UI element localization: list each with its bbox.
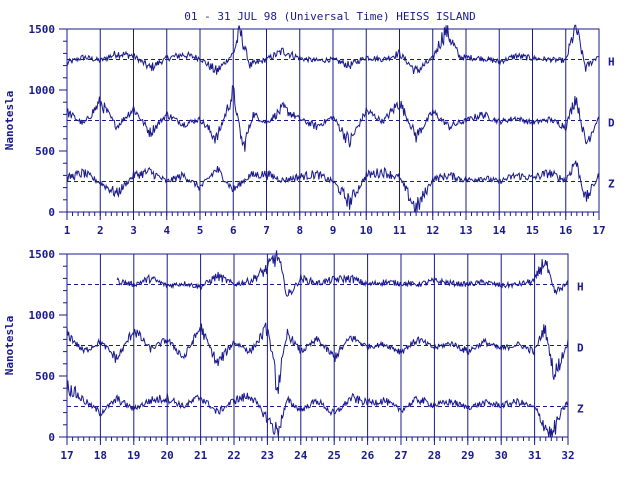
x-tick-label: 17 — [592, 224, 605, 237]
trace-Z — [66, 160, 600, 214]
x-tick-label: 10 — [360, 224, 373, 237]
x-tick-label: 25 — [328, 449, 341, 462]
channel-label-Z: Z — [608, 178, 615, 191]
x-tick-label: 5 — [197, 224, 204, 237]
x-tick-label: 24 — [294, 449, 308, 462]
x-tick-label: 16 — [559, 224, 573, 237]
y-tick-label: 1500 — [29, 248, 56, 261]
x-tick-label: 13 — [459, 224, 472, 237]
y-tick-label: 500 — [35, 145, 55, 158]
x-tick-label: 1 — [64, 224, 71, 237]
trace-H — [66, 24, 600, 75]
x-tick-label: 6 — [230, 224, 237, 237]
x-tick-label: 29 — [461, 449, 474, 462]
y-tick-label: 500 — [35, 370, 55, 383]
x-tick-label: 27 — [394, 449, 407, 462]
channel-label-H: H — [608, 56, 615, 69]
x-tick-label: 14 — [493, 224, 507, 237]
channel-label-D: D — [608, 117, 615, 130]
trace-Z — [66, 380, 569, 438]
y-tick-label: 1000 — [29, 309, 56, 322]
x-tick-label: 32 — [561, 449, 574, 462]
x-tick-label: 7 — [263, 224, 270, 237]
trace-D — [66, 85, 600, 152]
x-tick-label: 17 — [60, 449, 73, 462]
x-tick-label: 15 — [526, 224, 539, 237]
x-tick-label: 2 — [97, 224, 104, 237]
x-tick-label: 18 — [94, 449, 107, 462]
chart-title: 01 - 31 JUL 98 (Universal Time) HEISS IS… — [184, 10, 475, 23]
x-tick-label: 28 — [428, 449, 441, 462]
x-tick-label: 11 — [393, 224, 407, 237]
x-tick-label: 30 — [495, 449, 508, 462]
y-tick-label: 1500 — [29, 23, 56, 36]
x-tick-label: 20 — [161, 449, 174, 462]
x-tick-label: 8 — [296, 224, 303, 237]
y-tick-label: 0 — [48, 206, 55, 219]
y-axis-label: Nanotesla — [3, 316, 16, 376]
x-tick-label: 3 — [130, 224, 137, 237]
x-tick-label: 23 — [261, 449, 274, 462]
x-tick-label: 21 — [194, 449, 208, 462]
channel-label-Z: Z — [577, 403, 584, 416]
channel-label-D: D — [577, 342, 584, 355]
x-tick-label: 26 — [361, 449, 375, 462]
x-tick-label: 4 — [163, 224, 170, 237]
y-tick-label: 1000 — [29, 84, 56, 97]
x-tick-label: 19 — [127, 449, 140, 462]
y-axis-label: Nanotesla — [3, 91, 16, 151]
x-tick-label: 12 — [426, 224, 439, 237]
x-tick-label: 22 — [227, 449, 240, 462]
x-tick-label: 9 — [330, 224, 337, 237]
trace-D — [66, 322, 569, 394]
x-tick-label: 31 — [528, 449, 542, 462]
trace-H — [116, 250, 569, 297]
y-tick-label: 0 — [48, 431, 55, 444]
channel-label-H: H — [577, 281, 584, 294]
